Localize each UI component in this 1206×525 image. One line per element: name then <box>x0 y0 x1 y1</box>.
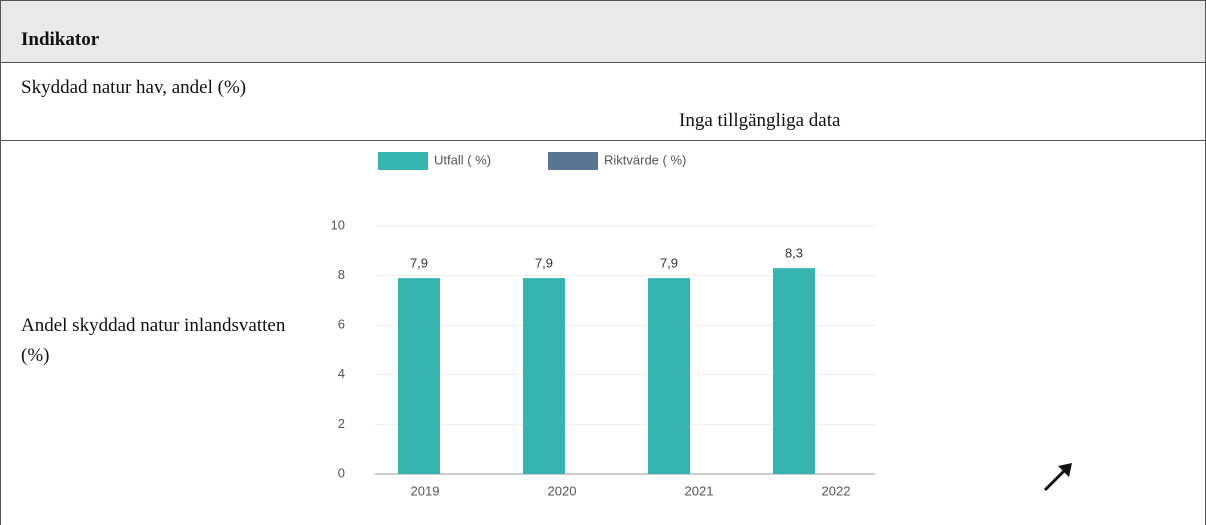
row-label: Andel skyddad natur inlandsvatten (%) <box>21 315 286 366</box>
y-tick-label: 10 <box>331 217 345 232</box>
data-label: 7,9 <box>410 256 428 271</box>
data-label: 7,9 <box>535 256 553 271</box>
bar <box>773 268 815 474</box>
x-tick-label: 2022 <box>822 483 851 498</box>
y-tick-label: 0 <box>338 465 345 480</box>
x-tick-label: 2021 <box>685 483 714 498</box>
bar <box>523 278 565 474</box>
x-tick-label: 2020 <box>548 483 577 498</box>
y-tick-label: 8 <box>338 267 345 282</box>
header-cell: Indikator <box>21 29 100 50</box>
bar <box>398 278 440 474</box>
expand-icon[interactable] <box>1043 463 1072 492</box>
y-tick-label: 4 <box>338 366 345 381</box>
y-tick-label: 2 <box>338 416 345 431</box>
legend-label: Utfall ( %) <box>434 152 491 167</box>
bar <box>648 278 690 474</box>
legend-swatch <box>378 152 428 170</box>
x-tick-label: 2019 <box>411 483 440 498</box>
data-label: 8,3 <box>785 246 803 261</box>
data-label: 7,9 <box>660 256 678 271</box>
y-tick-label: 6 <box>338 317 345 332</box>
table-row: Skyddad natur hav, andel (%) Inga tillgä… <box>0 62 1206 140</box>
row-value: Inga tillgängliga data <box>679 110 841 131</box>
legend-swatch <box>548 152 598 170</box>
header-row: Indikator <box>0 0 1206 62</box>
table-row: Andel skyddad natur inlandsvatten (%) <box>0 140 1206 525</box>
legend-label: Riktvärde ( %) <box>604 152 686 167</box>
row-label: Skyddad natur hav, andel (%) <box>21 77 247 98</box>
